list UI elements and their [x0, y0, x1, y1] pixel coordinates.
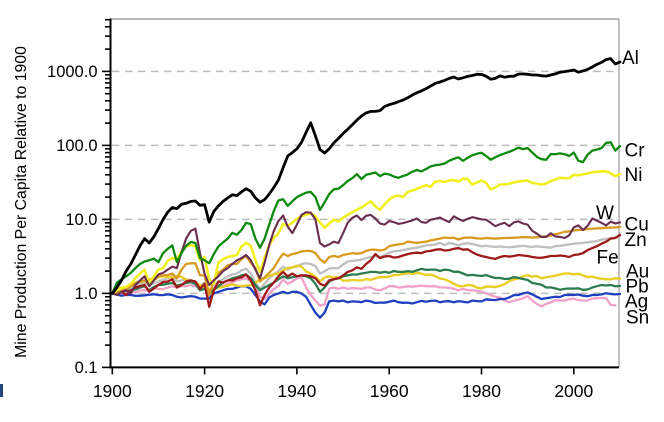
- svg-text:Sn: Sn: [626, 308, 649, 329]
- svg-text:0.1: 0.1: [75, 359, 98, 377]
- svg-text:Pb: Pb: [626, 277, 649, 298]
- svg-text:1980: 1980: [462, 381, 501, 401]
- svg-text:W: W: [596, 203, 614, 224]
- svg-text:Cu: Cu: [625, 215, 649, 236]
- svg-text:10.0: 10.0: [65, 211, 97, 229]
- svg-text:Mine Production Per Capita Rel: Mine Production Per Capita Relative to 1…: [13, 46, 30, 358]
- svg-text:Ni: Ni: [625, 165, 643, 186]
- svg-text:100.0: 100.0: [56, 137, 97, 155]
- svg-text:Cr: Cr: [625, 141, 646, 162]
- svg-text:1920: 1920: [185, 381, 224, 401]
- svg-text:Zn: Zn: [625, 230, 647, 251]
- svg-text:1940: 1940: [277, 381, 316, 401]
- svg-text:1.0: 1.0: [75, 285, 98, 303]
- svg-text:Au: Au: [626, 262, 649, 283]
- svg-text:Ag: Ag: [625, 292, 648, 313]
- svg-text:Fe: Fe: [597, 248, 619, 269]
- svg-text:Al: Al: [622, 48, 639, 69]
- svg-text:1960: 1960: [370, 381, 409, 401]
- svg-text:1000.0: 1000.0: [47, 63, 97, 81]
- svg-text:1900: 1900: [93, 381, 132, 401]
- svg-text:2000: 2000: [554, 381, 593, 401]
